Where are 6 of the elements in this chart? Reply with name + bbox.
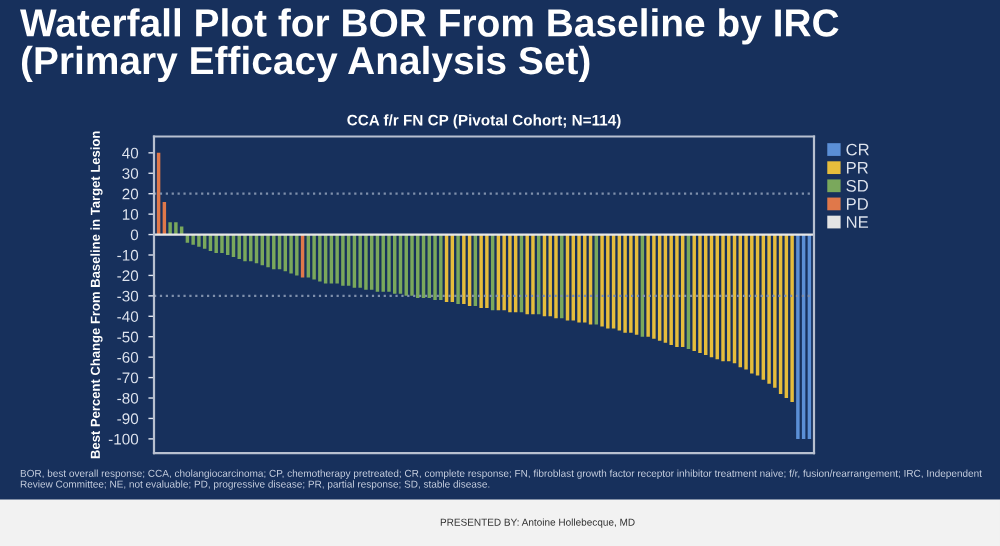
chart-title: Waterfall Plot for BOR From Baseline by IRC (Primary Efficacy Analysis Set) xyxy=(20,8,839,83)
legend-label: PR xyxy=(846,161,868,174)
legend-label: SD xyxy=(846,179,868,192)
legend-label: PD xyxy=(846,198,868,210)
legend-label: NE xyxy=(846,216,869,228)
legend-label: CR xyxy=(846,143,869,156)
